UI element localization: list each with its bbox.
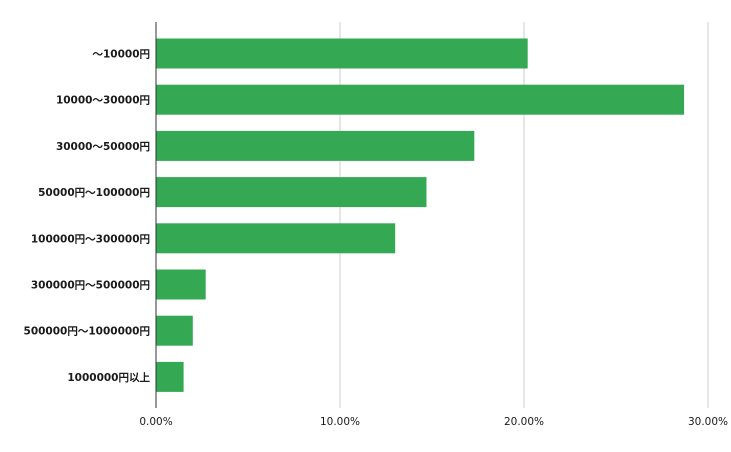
category-label-1: 10000～30000円 [56, 95, 150, 107]
x-tick-label-0: 0.00% [139, 416, 172, 428]
bars [156, 38, 685, 392]
category-label-4: 100000円～300000円 [31, 233, 150, 245]
x-tick-label-3: 30.00% [688, 416, 728, 428]
bar-4 [156, 223, 396, 254]
x-tick-label-1: 10.00% [320, 416, 360, 428]
bar-6 [156, 315, 193, 346]
gridlines [339, 22, 709, 408]
category-labels: ～10000円 10000～30000円 30000～50000円 50000円～10… [24, 49, 151, 384]
category-label-0: ～10000円 [92, 49, 150, 61]
category-label-5: 300000円～500000円 [31, 280, 150, 292]
category-label-2: 30000～50000円 [56, 141, 150, 153]
category-label-6: 500000円～1000000円 [24, 326, 150, 338]
x-tick-labels: 0.00% 10.00% 20.00% 30.00% [139, 416, 728, 428]
bar-2 [156, 130, 475, 161]
category-label-3: 50000円～100000円 [38, 187, 150, 199]
bar-5 [156, 269, 206, 300]
category-label-7: 1000000円以上 [67, 371, 150, 384]
bar-0 [156, 38, 528, 69]
bar-7 [156, 361, 184, 392]
x-tick-label-2: 20.00% [504, 416, 544, 428]
bar-1 [156, 84, 685, 115]
bar-3 [156, 177, 427, 208]
